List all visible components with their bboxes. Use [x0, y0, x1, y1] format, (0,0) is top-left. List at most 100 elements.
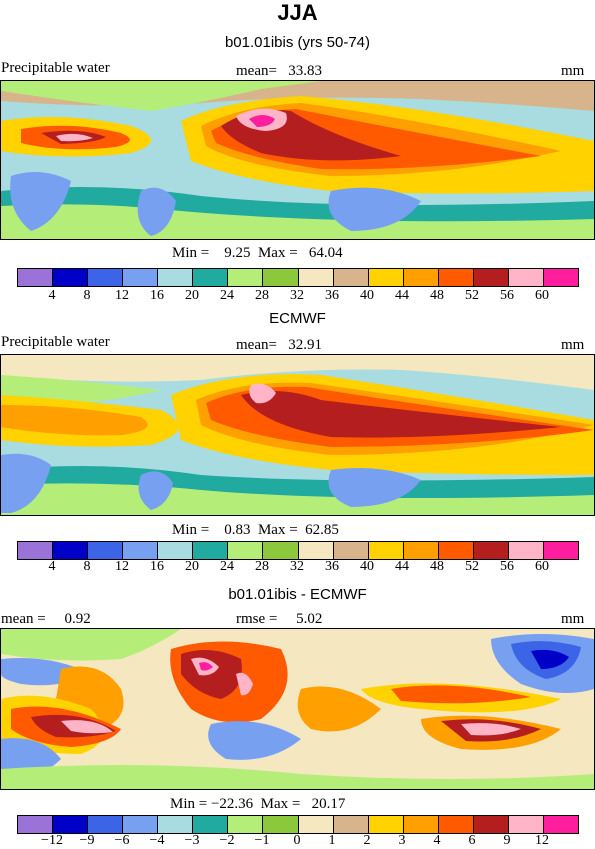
colorbar-swatch — [297, 816, 333, 833]
colorbar-tick-label: 4 — [433, 833, 441, 848]
colorbar-tick-label: 52 — [465, 288, 479, 303]
colorbar-tick-label: 4 — [48, 559, 56, 574]
colorbar-swatch — [297, 542, 333, 559]
colorbar-tick-label: 16 — [150, 559, 164, 574]
panel-1-units: mm — [561, 63, 585, 79]
colorbar-tick-label: 9 — [503, 833, 511, 848]
panel-3-rmse-label: rmse = 5.02 — [236, 611, 323, 627]
colorbar-tick-label: 36 — [325, 288, 339, 303]
panel-3-units: mm — [561, 611, 585, 627]
colorbar-swatch — [332, 269, 368, 286]
colorbar-swatch — [87, 542, 123, 559]
colorbar-swatch — [192, 542, 228, 559]
colorbar-swatch — [507, 542, 543, 559]
colorbar-tick-label: 24 — [220, 288, 234, 303]
panel-2-units: mm — [561, 337, 585, 353]
colorbar-tick-label: 3 — [398, 833, 406, 848]
colorbar-swatch — [122, 542, 158, 559]
colorbar-swatch — [262, 542, 298, 559]
panel-1-map — [0, 80, 595, 240]
colorbar-tick-label: 12 — [115, 559, 129, 574]
colorbar-swatch — [87, 269, 123, 286]
colorbar-tick-label: 32 — [290, 559, 304, 574]
panel-2-contour-field — [1, 355, 594, 515]
colorbar-tick-label: 44 — [395, 559, 409, 574]
colorbar-swatch — [192, 816, 228, 833]
colorbar-swatch — [192, 269, 228, 286]
panel-2-variable-label: Precipitable water — [1, 334, 110, 350]
colorbar-swatch — [262, 816, 298, 833]
colorbar-tick-label: 56 — [500, 559, 514, 574]
colorbar-swatch — [332, 542, 368, 559]
colorbar-tick-label: 48 — [430, 288, 444, 303]
colorbar-tick-label: 8 — [83, 288, 91, 303]
colorbar-swatch — [18, 269, 53, 286]
colorbar-swatch — [402, 816, 438, 833]
panel-1-contour-field — [1, 81, 594, 239]
colorbar-tick-label: 40 — [360, 559, 374, 574]
colorbar-tick-label: 44 — [395, 288, 409, 303]
colorbar-swatch — [402, 269, 438, 286]
colorbar-swatch — [472, 542, 508, 559]
colorbar-swatch — [227, 269, 263, 286]
colorbar-tick-label: 4 — [48, 288, 56, 303]
panel-2-title: ECMWF — [269, 310, 326, 327]
panel-3-mean-label: mean = 0.92 — [1, 611, 91, 627]
colorbar-tick-label: 28 — [255, 288, 269, 303]
colorbar-swatch — [122, 816, 158, 833]
colorbar-swatch — [157, 269, 193, 286]
colorbar-tick-label: 6 — [468, 833, 476, 848]
colorbar-swatch — [402, 542, 438, 559]
colorbar-swatch — [367, 542, 403, 559]
panel-2-map — [0, 354, 595, 516]
colorbar-tick-label: 60 — [535, 559, 549, 574]
colorbar-tick-label: 56 — [500, 288, 514, 303]
colorbar-swatch — [18, 816, 53, 833]
panel-3-map — [0, 628, 595, 790]
colorbar-tick-label: 1 — [328, 833, 336, 848]
colorbar-tick-label: 8 — [83, 559, 91, 574]
panel-3-colorbar — [17, 815, 579, 834]
panel-1-mean-label: mean= 33.83 — [236, 63, 322, 79]
colorbar-tick-label: −2 — [219, 833, 235, 848]
colorbar-swatch — [542, 816, 578, 833]
colorbar-tick-label: 32 — [290, 288, 304, 303]
colorbar-tick-label: 12 — [115, 288, 129, 303]
colorbar-swatch — [472, 269, 508, 286]
panel-2-colorbar-ticks: 4 8 12 16 20 24 28 32 36 40 44 48 52 56 60 — [17, 559, 577, 575]
panel-1-minmax: Min = 9.25 Max = 64.04 — [172, 245, 343, 261]
panel-1-colorbar — [17, 268, 579, 287]
colorbar-swatch — [52, 542, 88, 559]
colorbar-tick-label: 48 — [430, 559, 444, 574]
colorbar-swatch — [262, 269, 298, 286]
colorbar-tick-label: −9 — [79, 833, 95, 848]
colorbar-swatch — [367, 269, 403, 286]
colorbar-swatch — [542, 542, 578, 559]
colorbar-tick-label: 2 — [363, 833, 371, 848]
colorbar-swatch — [52, 816, 88, 833]
panel-3-minmax: Min = −22.36 Max = 20.17 — [170, 796, 346, 812]
colorbar-swatch — [437, 269, 473, 286]
panel-2-minmax: Min = 0.83 Max = 62.85 — [172, 522, 339, 538]
colorbar-swatch — [52, 269, 88, 286]
colorbar-swatch — [542, 269, 578, 286]
colorbar-tick-label: 0 — [293, 833, 301, 848]
colorbar-swatch — [87, 816, 123, 833]
colorbar-tick-label: 40 — [360, 288, 374, 303]
panel-1-title: b01.01ibis (yrs 50-74) — [224, 34, 371, 51]
colorbar-tick-label: 20 — [185, 559, 199, 574]
colorbar-swatch — [122, 269, 158, 286]
colorbar-swatch — [507, 269, 543, 286]
panel-1-variable-label: Precipitable water — [1, 60, 110, 76]
colorbar-swatch — [157, 542, 193, 559]
colorbar-swatch — [297, 269, 333, 286]
colorbar-tick-label: 52 — [465, 559, 479, 574]
colorbar-tick-label: 24 — [220, 559, 234, 574]
panel-2-colorbar — [17, 541, 579, 560]
panel-3-title: b01.01ibis - ECMWF — [228, 586, 367, 603]
season-title: JJA — [277, 0, 318, 25]
colorbar-swatch — [157, 816, 193, 833]
panel-2-mean-label: mean= 32.91 — [236, 337, 322, 353]
colorbar-swatch — [437, 542, 473, 559]
colorbar-swatch — [437, 816, 473, 833]
